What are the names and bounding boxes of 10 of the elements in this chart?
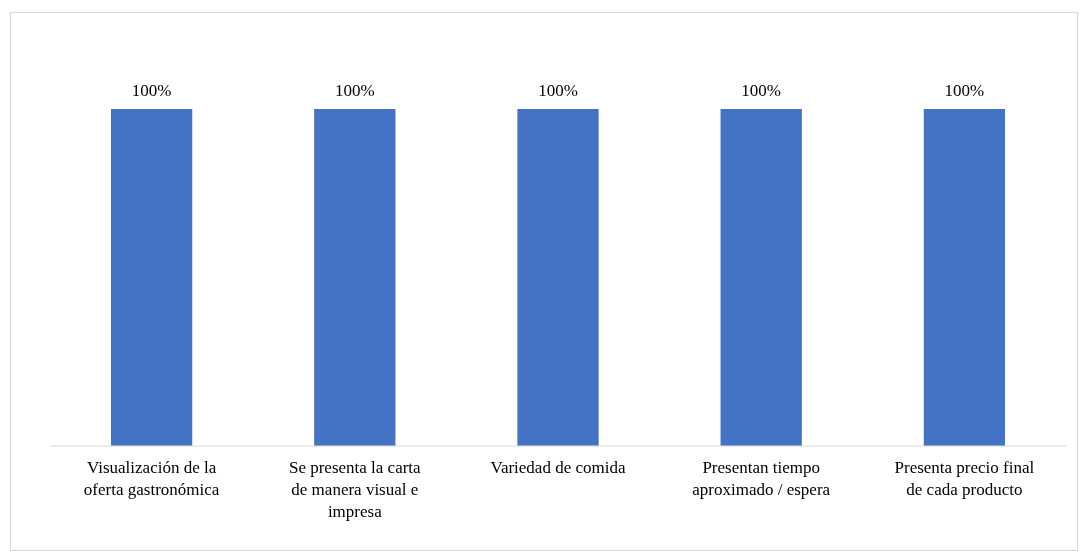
data-label: 100% [131, 81, 172, 100]
data-label: 100% [741, 81, 782, 100]
data-label: 100% [944, 81, 985, 100]
data-label: 100% [334, 81, 375, 100]
x-tick-label: Presentan tiempo aproximado / espera [692, 458, 831, 499]
x-tick-label: Variedad de comida [490, 458, 626, 477]
x-tick-label: Visualización de la oferta gastronómica [83, 458, 220, 499]
x-tick-label: Presenta precio final de cada producto [894, 458, 1035, 499]
x-tick-label: Se presenta la carta de manera visual e impresa [288, 458, 422, 521]
data-label: 100% [538, 81, 578, 100]
